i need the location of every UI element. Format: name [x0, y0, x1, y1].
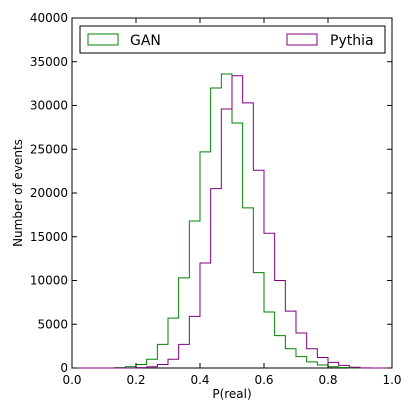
- legend-swatch-pythia: [286, 33, 318, 46]
- x-tick-label: 0.8: [318, 373, 337, 387]
- plot-area: 0.0 0.2 0.4 0.6 0.8 1.0 0 5000 10000 15000 20000 2…: [30, 11, 402, 387]
- legend-swatch-gan: [87, 33, 119, 46]
- plot-frame: [71, 17, 393, 369]
- y-tick-label: 20000: [30, 186, 68, 200]
- y-tick-label: 10000: [30, 274, 68, 288]
- x-tick-label: 0.0: [62, 373, 81, 387]
- x-tick-label: 1.0: [382, 373, 401, 387]
- histogram-step-pythia: [72, 75, 392, 369]
- y-axis-label: Number of events: [11, 139, 25, 247]
- legend-label-pythia: Pythia: [330, 33, 374, 49]
- y-tick-label: 25000: [30, 142, 68, 156]
- histogram-step-gan: [72, 73, 392, 369]
- y-tick-label: 5000: [37, 317, 68, 331]
- x-axis-ticks: 0.0 0.2 0.4 0.6 0.8 1.0: [62, 18, 402, 387]
- y-axis-ticks: 0 5000 10000 15000 20000 25000 30000 35000 40000: [30, 11, 392, 375]
- y-tick-label: 40000: [30, 11, 68, 25]
- legend-box: [79, 25, 386, 54]
- x-axis-label: P(real): [212, 387, 251, 401]
- legend: GAN Pythia: [79, 25, 386, 54]
- y-tick-label: 35000: [30, 55, 68, 69]
- y-tick-label: 15000: [30, 230, 68, 244]
- y-tick-label: 30000: [30, 99, 68, 113]
- histogram-series: [72, 73, 392, 369]
- legend-label-gan: GAN: [130, 33, 161, 49]
- x-tick-label: 0.2: [126, 373, 145, 387]
- x-tick-label: 0.6: [254, 373, 273, 387]
- y-tick-label: 0: [60, 361, 68, 375]
- x-tick-label: 0.4: [190, 373, 209, 387]
